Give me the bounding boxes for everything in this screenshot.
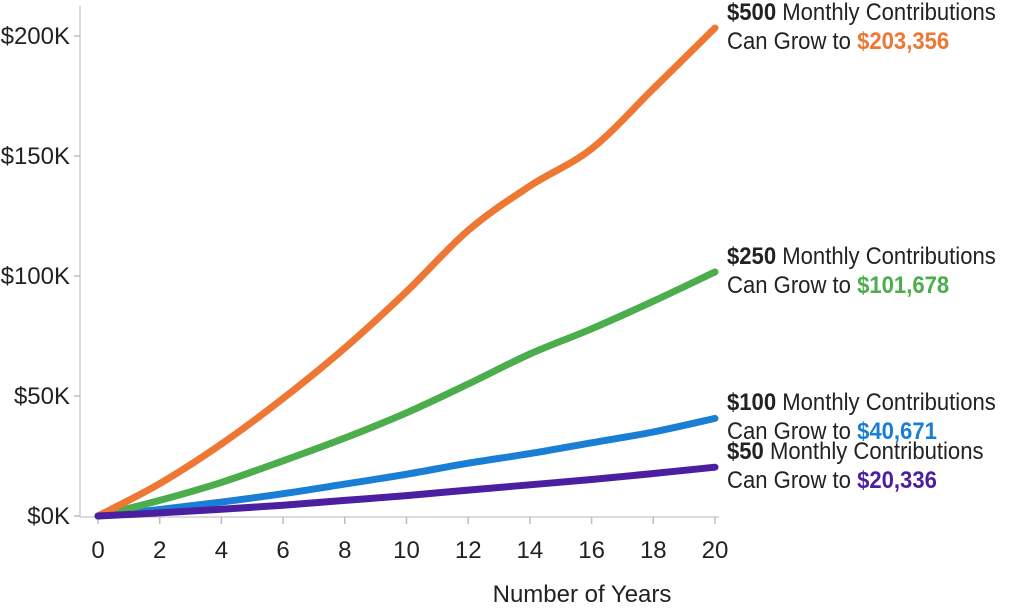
y-tick-label: $100K	[1, 263, 70, 290]
x-tick-label: 2	[153, 537, 166, 564]
annotation-text: Monthly Contributions	[763, 438, 984, 466]
annotation-text: Monthly Contributions	[776, 242, 996, 270]
annotation-amount: $500	[727, 0, 777, 26]
annotation-amount: $100	[727, 389, 777, 417]
annotation-text: Can Grow to	[727, 271, 858, 299]
y-tick-label: $0K	[27, 503, 70, 530]
annotation-value: $101,678	[857, 271, 950, 299]
x-axis: 0 2 4 6 8 10 12 14 16 18 20	[80, 516, 729, 564]
series-annotation: $50 Monthly Contributions Can Grow to $20…	[727, 437, 984, 495]
x-tick-label: 8	[338, 537, 351, 564]
x-tick-label: 4	[215, 537, 228, 564]
series-line	[94, 414, 719, 520]
x-tick-label: 20	[702, 537, 729, 564]
annotation-text: Can Grow to	[727, 418, 858, 446]
x-tick-label: 6	[276, 537, 289, 564]
annotation-value: $40,671	[857, 418, 937, 446]
series-line	[94, 268, 719, 520]
annotation-value: $20,336	[857, 467, 937, 495]
annotation-line-1: $50 Monthly Contributions	[727, 437, 984, 466]
x-tick-label: 14	[517, 537, 544, 564]
annotation-line-1: $250 Monthly Contributions	[727, 242, 996, 271]
annotation-line-1: $100 Monthly Contributions	[727, 388, 996, 417]
series-line	[94, 24, 719, 520]
annotation-text: Can Grow to	[727, 467, 858, 495]
y-tick-label: $200K	[1, 23, 70, 50]
annotation-line-2: Can Grow to $203,356	[727, 27, 996, 56]
series-annotation: $250 Monthly Contributions Can Grow to $1…	[727, 242, 996, 300]
x-tick-label: 16	[578, 537, 605, 564]
series-lines	[94, 24, 719, 520]
y-tick-label: $150K	[1, 143, 70, 170]
annotation-line-2: Can Grow to $20,336	[727, 466, 984, 495]
x-tick-label: 12	[455, 537, 482, 564]
y-axis: $0K $50K $100K $150K $200K	[1, 6, 81, 530]
x-tick-label: 10	[393, 537, 420, 564]
x-axis-title: Number of Years	[493, 581, 672, 608]
annotation-amount: $250	[727, 242, 777, 270]
series-line	[94, 463, 719, 520]
annotation-text: Can Grow to	[727, 27, 858, 55]
x-tick-label: 0	[91, 537, 104, 564]
annotation-text: Monthly Contributions	[776, 389, 996, 417]
annotation-line-2: Can Grow to $101,678	[727, 271, 996, 300]
annotation-value: $203,356	[857, 27, 950, 55]
x-tick-label: 18	[640, 537, 667, 564]
annotation-text: Monthly Contributions	[776, 0, 996, 26]
series-annotation: $100 Monthly Contributions Can Grow to $4…	[727, 388, 996, 446]
annotation-line-2: Can Grow to $40,671	[727, 417, 996, 446]
y-tick-label: $50K	[14, 383, 70, 410]
annotation-line-1: $500 Monthly Contributions	[727, 0, 996, 27]
annotation-amount: $50	[727, 438, 764, 466]
series-annotation: $500 Monthly Contributions Can Grow to $2…	[727, 0, 996, 56]
